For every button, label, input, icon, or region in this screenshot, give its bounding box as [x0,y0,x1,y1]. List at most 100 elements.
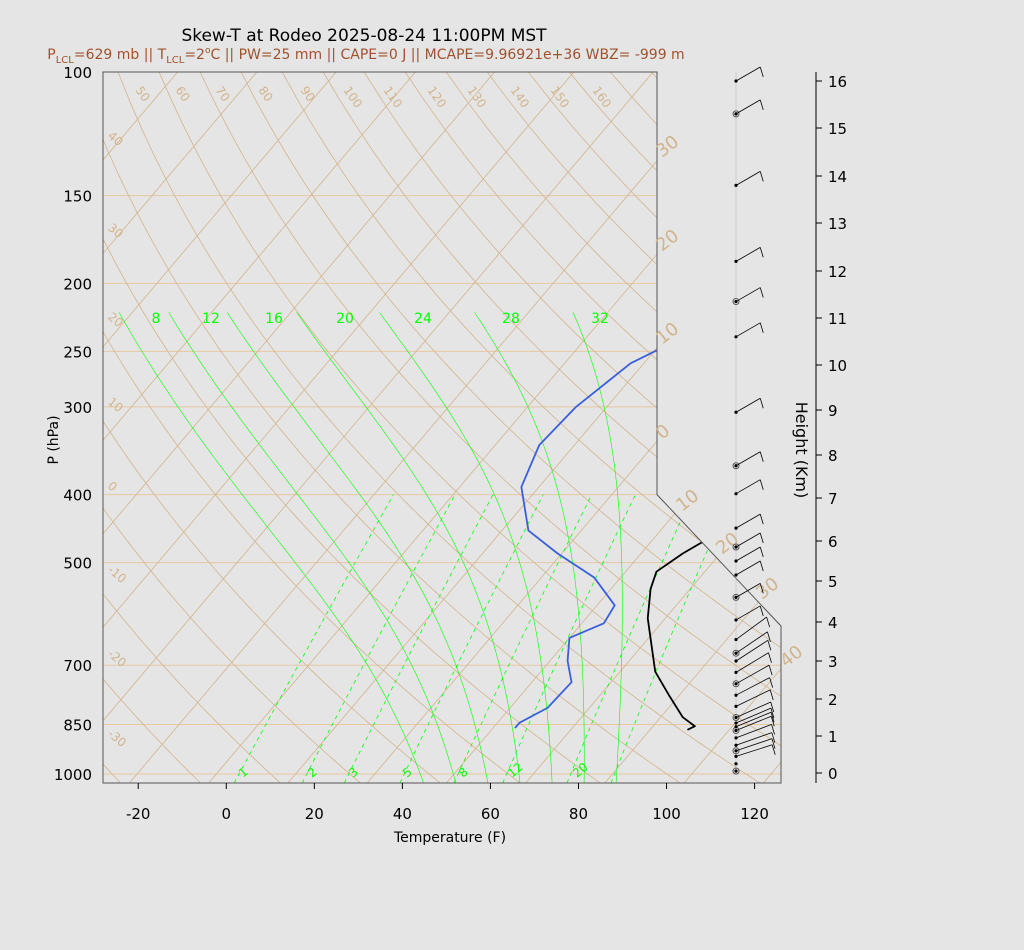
isotherm-line [604,72,781,783]
dry-adiabat [117,72,761,783]
wind-calm-marker [732,593,740,601]
isotherm-line [103,72,575,783]
wind-point [734,721,738,725]
wind-point [734,749,738,753]
wind-point [734,769,738,773]
dry-adiabat [103,72,441,783]
wind-barb [735,701,771,718]
wind-barb-flag [771,724,775,735]
y-tick-label: 200 [63,275,92,293]
dry-adiabat [363,72,781,783]
x-tick-label: 100 [652,805,681,823]
wind-point [734,682,738,686]
wind-barb-flag [768,652,772,663]
y-tick-label: 400 [63,487,92,505]
dry-adiabat [0,72,41,783]
wind-barb-flag [759,99,764,111]
isotherm-line [446,72,781,783]
wind-barb [735,744,773,757]
moist-adiabat-label: 24 [414,311,432,327]
dry-adiabat [103,72,681,783]
wind-barb-flag [759,171,764,182]
height-tick-label: 2 [828,691,838,709]
isotherm-label: 10 [672,485,703,516]
height-tick-label: 14 [828,168,847,186]
wind-barb [735,546,761,562]
wind-calm-marker [732,680,740,688]
height-tick-label: 4 [828,614,838,632]
dry-adiabat-label: 130 [465,84,490,111]
plot-border [102,71,782,784]
mixing-ratio-line [566,494,694,783]
wind-barb-flag [759,513,764,525]
moist-adiabat [296,312,521,783]
mixing-ratio-line [399,494,544,783]
height-axis-label: Height (Km) [792,402,811,499]
chart-subtitle: PLCL=629 mb || TLCL=2oC || PW=25 mm || C… [47,46,684,66]
dry-adiabat-label: 60 [173,84,193,105]
moist-adiabat-label: 32 [591,311,609,327]
height-tick-label: 16 [828,73,847,91]
isotherm-label: 0 [652,420,674,444]
height-tick-label: 0 [828,765,838,783]
isotherm-line [103,72,654,783]
wind-calm-marker [732,767,740,775]
y-tick-label: 700 [63,657,92,675]
mixing-ratio-label: 3 [346,765,361,781]
mixing-ratio-line [453,494,593,783]
height-tick-label: 10 [828,357,847,375]
wind-barb-flag [759,605,764,617]
moist-adiabat [379,312,553,783]
plot-frame [102,71,782,784]
wind-barb [735,631,768,654]
y-tick-label: 1000 [54,766,92,784]
wind-barb-flag [767,640,772,651]
height-tick-label: 9 [828,402,838,420]
wind-barb [735,732,772,746]
dry-adiabat-label: 150 [548,84,573,111]
wind-barb-flag [759,546,764,558]
wind-barb [735,616,767,640]
mixing-ratio-label: 8 [456,765,471,781]
wind-calm-marker [732,110,740,118]
dry-adiabat [240,72,781,783]
dry-adiabat [158,72,781,783]
wind-barb [735,707,772,724]
dry-adiabat [445,72,781,783]
wind-barb-flag [771,732,776,743]
isotherm-line [103,72,495,783]
wind-barb-flag [770,712,775,723]
isotherm-line [0,72,19,783]
wind-barb [735,583,761,598]
wind-barb [735,479,761,495]
wind-calm-marker [732,714,740,721]
wind-point [734,618,738,622]
moist-adiabat-label: 16 [265,311,283,327]
wind-barb [735,66,761,82]
mixing-ratio-label: 1 [236,765,251,781]
x-axis-label: Temperature (F) [393,830,506,846]
isotherm-line [208,72,781,783]
wind-barb [735,513,761,529]
x-tick-label: 40 [393,805,412,823]
wind-barb-flag [759,532,764,544]
wind-barb-flag [759,451,764,462]
y-tick-label: 150 [63,188,92,206]
isotherm-line [103,72,178,783]
moist-adiabat-label: 28 [502,311,520,327]
wind-barb-flag [759,583,764,594]
moist-adiabat [474,312,585,783]
x-tick-label: 120 [740,805,769,823]
wind-barb-flag [770,701,775,713]
wind-point [734,762,738,766]
isotherm-label: 10 [105,395,126,416]
isobar-lines [103,72,781,775]
dry-adiabat-lines [0,72,781,783]
isotherm-label: 0 [105,479,120,495]
isotherm-label: 30 [752,573,783,604]
wind-barb [735,397,761,413]
wind-barb [735,639,769,662]
wind-barb [735,689,771,707]
dry-adiabat [527,72,781,783]
